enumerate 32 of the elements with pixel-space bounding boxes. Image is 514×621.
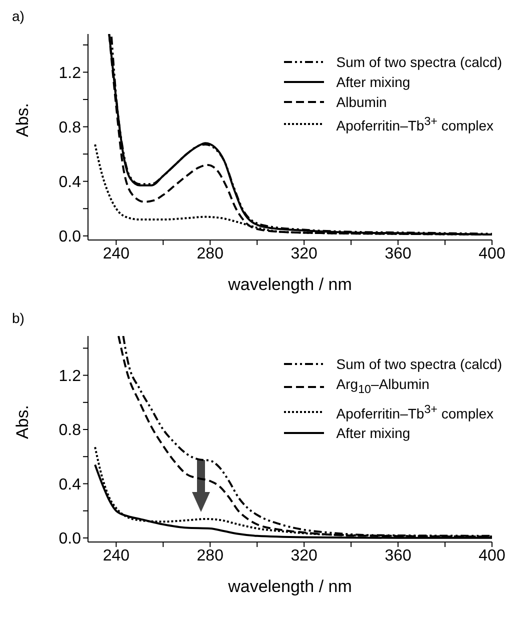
x-tick-label: 360: [384, 547, 412, 564]
legend-label: Albumin: [336, 93, 387, 112]
x-tick-label: 320: [290, 547, 318, 564]
y-tick-label: 0.0: [58, 228, 82, 246]
x-tick-label: 240: [102, 547, 130, 564]
legend-label: Sum of two spectra (calcd): [336, 355, 502, 374]
x-tick-label: 400: [478, 547, 506, 564]
y-tick-label: 1.2: [58, 368, 82, 385]
y-tick-label: 0.4: [58, 476, 82, 494]
legend-label: Arg$_{10}$–Albumin: [336, 375, 430, 398]
x-tick-label: 400: [478, 245, 506, 262]
x-tick-label: 320: [290, 245, 318, 262]
x-axis-title: wavelength / nm: [227, 275, 352, 294]
chart-title: b): [12, 310, 24, 326]
legend-label: After mixing: [336, 73, 410, 92]
y-tick-label: 0.0: [58, 530, 82, 548]
x-axis-title: wavelength / nm: [227, 577, 352, 596]
x-tick-label: 360: [384, 245, 412, 262]
y-tick-label: 1.2: [58, 64, 82, 82]
y-tick-label: 0.4: [58, 174, 82, 192]
x-tick-label: 240: [102, 245, 130, 262]
x-tick-label: 280: [196, 547, 224, 564]
y-tick-label: 0.8: [58, 119, 82, 136]
legend-label: Apoferritin–Tb$^{3+}$ complex: [336, 114, 494, 136]
legend-label: Apoferritin–Tb$^{3+}$ complex: [336, 402, 494, 424]
x-tick-label: 280: [196, 245, 224, 262]
chart-title: a): [12, 8, 24, 24]
y-tick-label: 0.8: [58, 422, 82, 440]
legend-label: After mixing: [336, 424, 410, 444]
y-axis-title: Abs.: [13, 404, 32, 439]
legend-label: Sum of two spectra (calcd): [336, 53, 502, 72]
y-axis-title: Abs.: [13, 102, 32, 137]
